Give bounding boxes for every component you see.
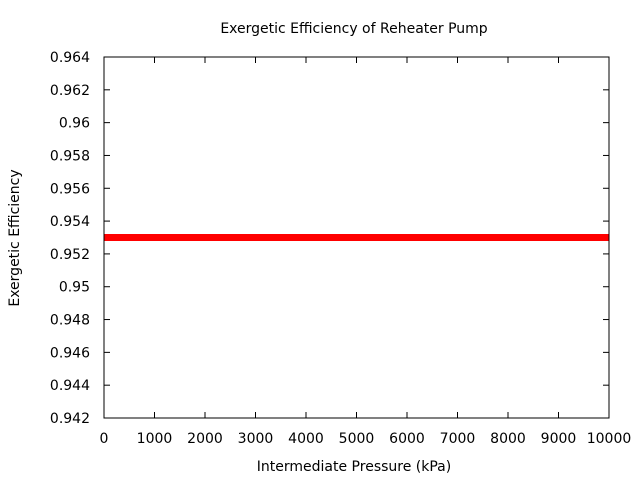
y-tick-label: 0.956	[50, 181, 90, 197]
x-tick-label: 3000	[238, 431, 274, 447]
y-tick-label: 0.964	[50, 50, 90, 66]
y-tick-label: 0.954	[50, 214, 90, 230]
x-tick-label: 0	[100, 431, 109, 447]
y-tick-label: 0.962	[50, 83, 90, 99]
y-tick-label: 0.952	[50, 247, 90, 263]
x-axis-label: Intermediate Pressure (kPa)	[257, 459, 451, 475]
chart-title: Exergetic Efficiency of Reheater Pump	[220, 21, 487, 37]
x-tick-label: 1000	[137, 431, 173, 447]
x-tick-label: 10000	[587, 431, 632, 447]
x-tick-label: 5000	[339, 431, 375, 447]
plot-frame	[103, 56, 610, 419]
x-tick-label: 2000	[187, 431, 223, 447]
x-tick-label: 6000	[389, 431, 425, 447]
y-tick-label: 0.946	[50, 345, 90, 361]
x-tick-label: 7000	[440, 431, 476, 447]
y-tick-label: 0.95	[59, 280, 90, 296]
plot-area: 0 1000 2000 3000 4000 5000 6000 7000 8000 9000 100…	[50, 50, 631, 447]
x-tick-label: 8000	[490, 431, 526, 447]
y-tick-label: 0.958	[50, 148, 90, 164]
x-tick-label: 4000	[288, 431, 324, 447]
x-tick-label: 9000	[541, 431, 577, 447]
y-tick-label: 0.944	[50, 378, 90, 394]
y-tick-label: 0.942	[50, 411, 90, 427]
y-tick-label: 0.948	[50, 313, 90, 329]
y-axis-label: Exergetic Efficiency	[7, 169, 23, 306]
y-tick-label: 0.96	[59, 116, 90, 132]
